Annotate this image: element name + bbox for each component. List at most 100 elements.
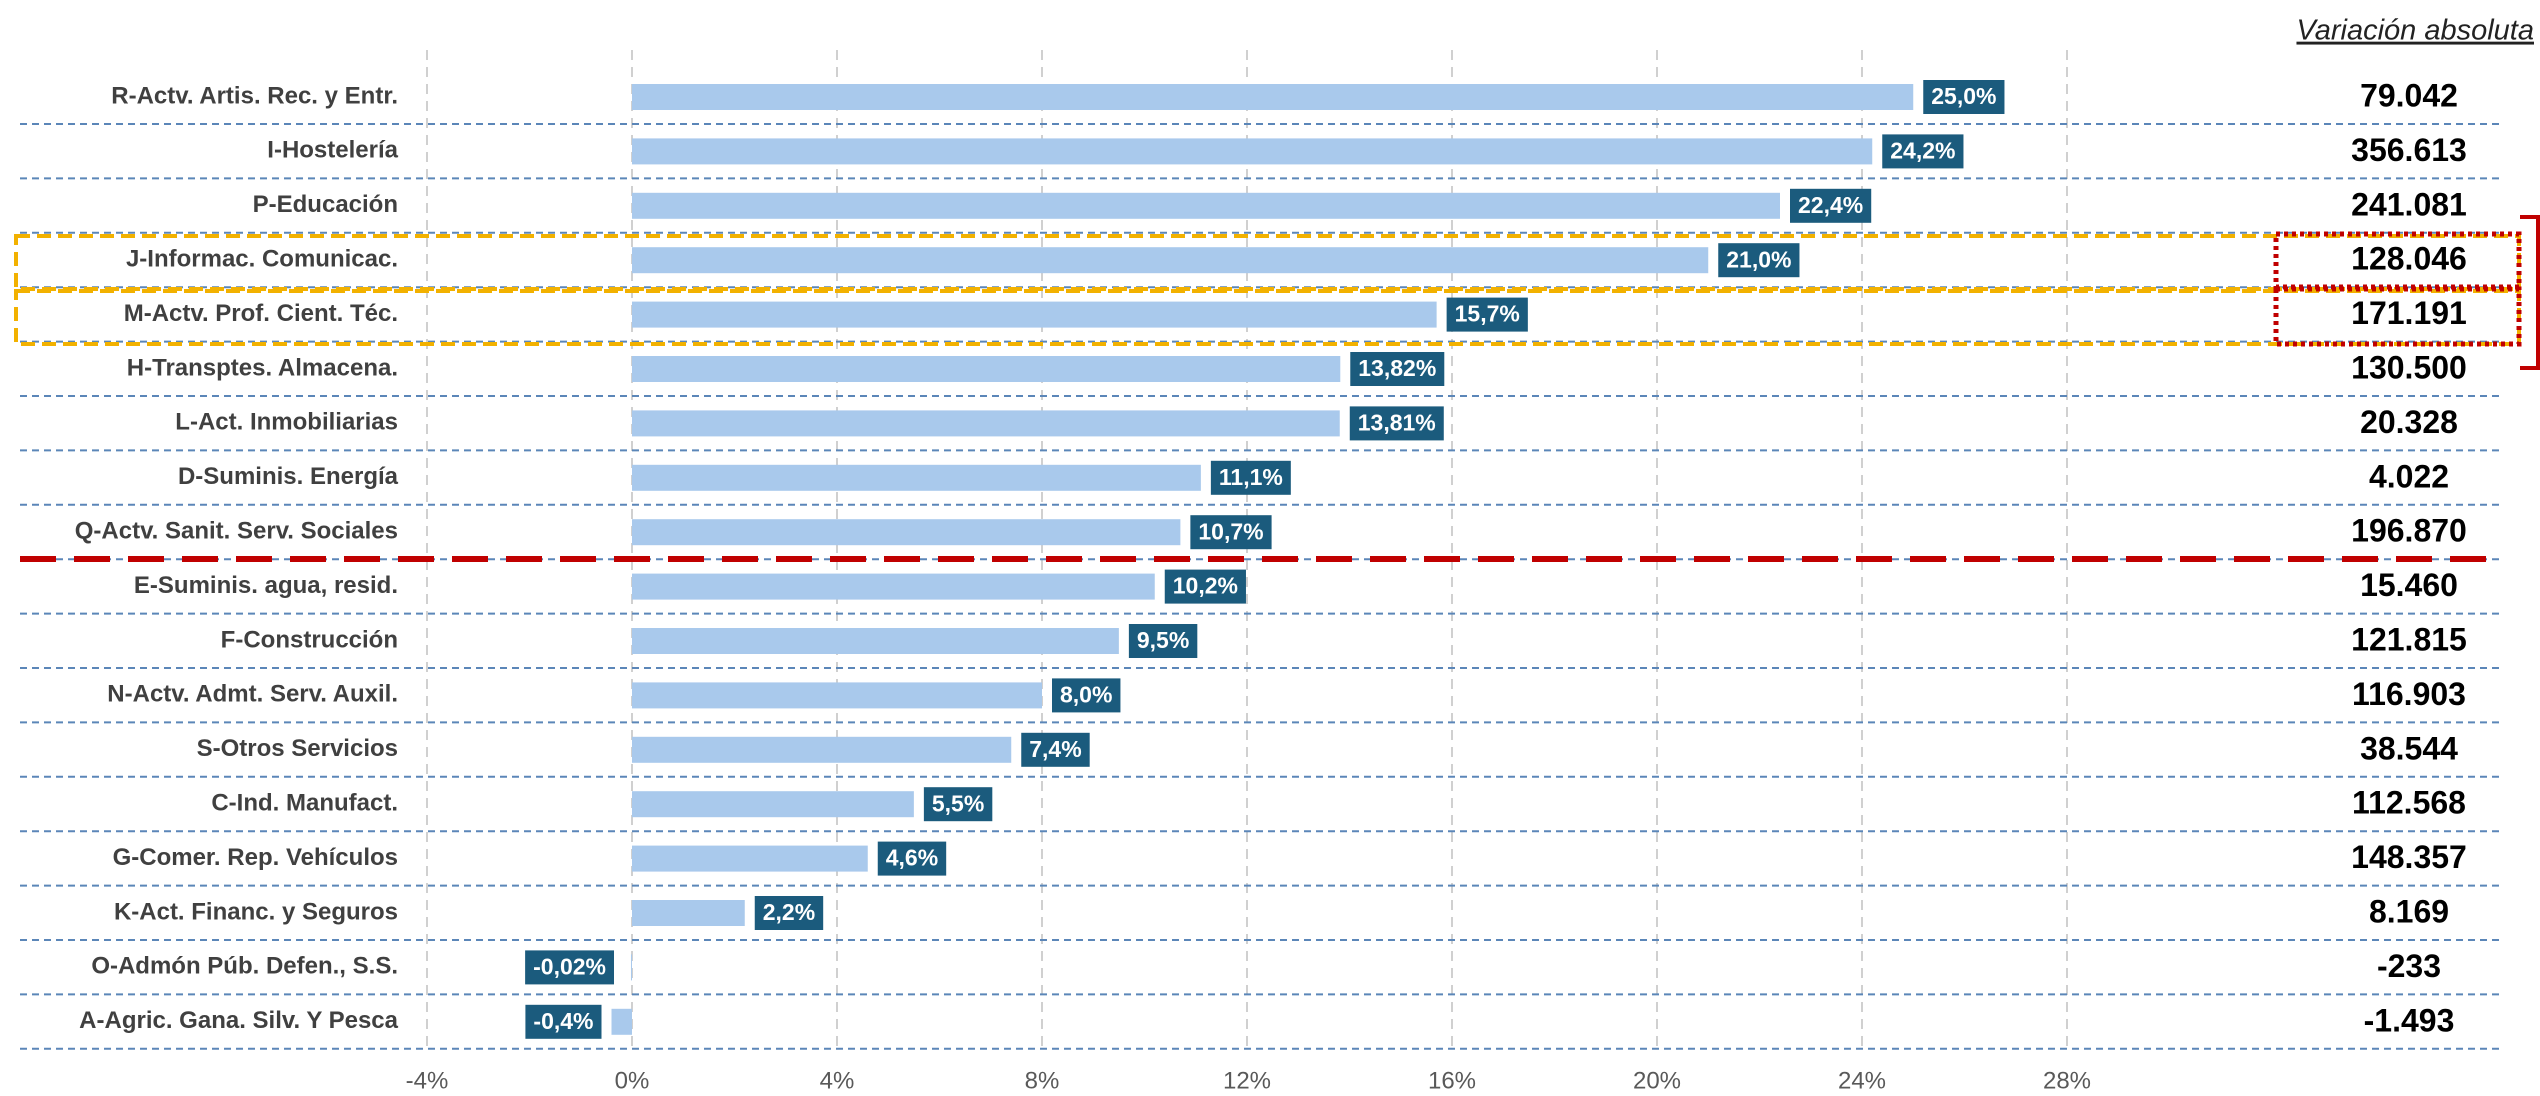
absolute-value: 130.500 xyxy=(2351,349,2467,385)
x-tick-label: 12% xyxy=(1223,1067,1271,1094)
y-tick-label: P-Educación xyxy=(253,191,398,218)
y-tick-label: O-Admón Púb. Defen., S.S. xyxy=(91,953,398,980)
bar xyxy=(632,301,1437,328)
value-label: 24,2% xyxy=(1890,137,1955,163)
x-tick-label: 20% xyxy=(1633,1067,1681,1094)
absolute-value: 38.544 xyxy=(2360,730,2458,766)
x-tick-label: -4% xyxy=(406,1067,449,1094)
y-tick-label: A-Agric. Gana. Silv. Y Pesca xyxy=(79,1007,398,1034)
y-tick-label: S-Otros Servicios xyxy=(197,735,398,762)
y-tick-label: L-Act. Inmobiliarias xyxy=(175,409,398,436)
absolute-value: 356.613 xyxy=(2351,132,2467,168)
bar xyxy=(632,900,745,926)
value-label-box xyxy=(1128,624,1198,658)
bar xyxy=(632,791,914,818)
bar xyxy=(632,247,1709,274)
absolute-value: 79.042 xyxy=(2360,77,2458,113)
y-tick-label: R-Actv. Artis. Rec. y Entr. xyxy=(111,82,398,109)
value-label-box xyxy=(1882,134,1964,169)
value-label-box xyxy=(1718,243,1800,278)
value-label-box xyxy=(525,1004,602,1039)
absolute-value: 116.903 xyxy=(2352,676,2466,712)
value-label: 13,81% xyxy=(1358,409,1436,435)
value-label-box xyxy=(1790,188,1872,223)
y-tick-label: I-Hostelería xyxy=(267,137,398,164)
x-tick-label: 4% xyxy=(820,1067,855,1094)
bar xyxy=(632,84,1914,110)
value-label-box xyxy=(1164,569,1246,604)
absolute-value: 121.815 xyxy=(2351,621,2467,657)
bar xyxy=(632,682,1042,709)
x-tick-label: 8% xyxy=(1025,1067,1060,1094)
absolute-value: 128.046 xyxy=(2351,241,2467,277)
value-label: 4,6% xyxy=(886,845,938,871)
bar xyxy=(632,736,1012,763)
value-label-box xyxy=(1021,732,1090,767)
y-tick-label: C-Ind. Manufact. xyxy=(211,790,398,817)
value-label-box xyxy=(1350,352,1445,386)
value-label: 9,5% xyxy=(1137,627,1189,653)
x-tick-label: 0% xyxy=(615,1067,650,1094)
value-label: 2,2% xyxy=(763,899,815,925)
x-tick-label: 16% xyxy=(1428,1067,1476,1094)
bar xyxy=(632,192,1780,219)
value-label-box xyxy=(877,841,947,876)
y-tick-label: F-Construcción xyxy=(221,626,398,653)
absolute-value: -1.493 xyxy=(2364,1002,2455,1038)
absolute-value: 196.870 xyxy=(2351,513,2467,549)
bar xyxy=(632,410,1340,437)
bar xyxy=(632,628,1119,654)
y-tick-label: Q-Actv. Sanit. Serv. Sociales xyxy=(75,518,398,545)
highlight-value-box xyxy=(2273,286,2522,347)
x-tick-label: 28% xyxy=(2043,1067,2091,1094)
value-label: -0,02% xyxy=(533,953,606,979)
value-label: 13,82% xyxy=(1358,355,1436,381)
value-label-box xyxy=(1446,297,1528,332)
bar xyxy=(632,845,868,872)
bar xyxy=(611,1008,632,1035)
y-tick-label: K-Act. Financ. y Seguros xyxy=(114,898,398,925)
value-label: -0,4% xyxy=(533,1008,593,1034)
bar xyxy=(632,464,1201,491)
value-label: 10,7% xyxy=(1198,518,1263,544)
value-label-box xyxy=(754,896,824,930)
value-label-box xyxy=(1190,515,1272,550)
absolute-value: 171.191 xyxy=(2351,295,2467,331)
value-label: 22,4% xyxy=(1798,192,1863,218)
value-label: 8,0% xyxy=(1060,681,1112,707)
value-label-box xyxy=(1052,678,1121,713)
absolute-value: 241.081 xyxy=(2351,186,2467,222)
y-tick-label: N-Actv. Admt. Serv. Auxil. xyxy=(107,681,398,708)
bar xyxy=(632,573,1155,600)
absolute-value: 8.169 xyxy=(2369,893,2449,929)
y-tick-label: H-Transptes. Almacena. xyxy=(127,354,398,381)
value-label: 15,7% xyxy=(1455,301,1520,327)
absolute-value: -233 xyxy=(2377,948,2441,984)
bar xyxy=(632,356,1341,382)
value-label: 10,2% xyxy=(1173,573,1238,599)
value-label: 21,0% xyxy=(1726,246,1791,272)
absolute-value: 20.328 xyxy=(2360,404,2458,440)
y-tick-label: J-Informac. Comunicac. xyxy=(126,246,398,273)
highlight-box xyxy=(14,289,2521,346)
y-tick-label: G-Comer. Rep. Vehículos xyxy=(113,844,398,871)
value-label: 7,4% xyxy=(1029,736,1081,762)
y-tick-label: M-Actv. Prof. Cient. Téc. xyxy=(124,300,398,327)
bar xyxy=(630,954,632,981)
y-tick-label: D-Suminis. Energía xyxy=(178,463,399,490)
absolute-value: 148.357 xyxy=(2351,839,2467,875)
column-title: Variación absoluta xyxy=(2296,15,2534,47)
value-label: 11,1% xyxy=(1219,464,1283,490)
absolute-value: 4.022 xyxy=(2369,458,2449,494)
value-label-box xyxy=(923,787,993,822)
value-label-box xyxy=(1349,406,1444,441)
value-label: 5,5% xyxy=(932,790,984,816)
absolute-value: 15.460 xyxy=(2360,567,2458,603)
value-label-box xyxy=(525,950,614,985)
y-tick-label: E-Suminis. agua, resid. xyxy=(134,572,398,599)
bar xyxy=(632,519,1181,546)
bracket xyxy=(2520,215,2540,370)
absolute-value: 112.568 xyxy=(2352,785,2466,821)
x-tick-label: 24% xyxy=(1838,1067,1886,1094)
